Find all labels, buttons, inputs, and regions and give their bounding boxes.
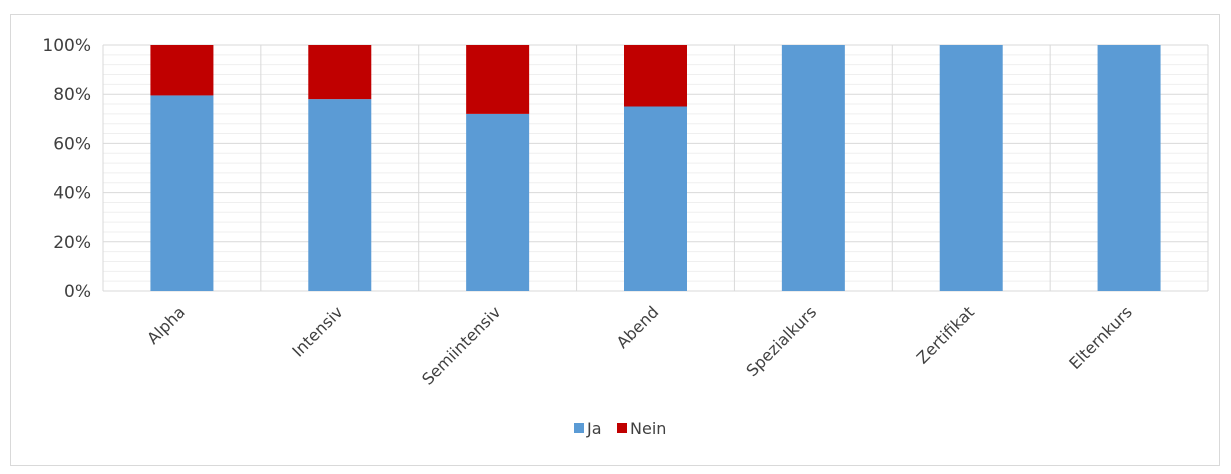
legend-item-nein: Nein <box>617 419 666 438</box>
bar-ja-abend <box>624 106 687 291</box>
bar-ja-elternkurs <box>1097 45 1161 291</box>
y-axis: 0% 20% 40% 60% 80% 100% <box>42 36 91 302</box>
bar-ja-semiintensiv <box>466 113 530 291</box>
bar-ja-alpha <box>150 95 214 292</box>
x-tick-label: Alpha <box>143 302 189 348</box>
y-tick-label: 80% <box>53 85 91 105</box>
stacked-bar-chart: 0% 20% 40% 60% 80% 100% Alpha Intensiv Semiinte… <box>42 36 1209 438</box>
x-tick-label: Intensiv <box>288 302 346 360</box>
x-axis: Alpha Intensiv Semiintensiv Abend Spezialkur… <box>143 302 1136 388</box>
legend-label: Ja <box>586 419 602 438</box>
x-tick-label: Abend <box>613 302 663 352</box>
y-tick-label: 40% <box>53 184 91 204</box>
chart-frame: 0% 20% 40% 60% 80% 100% Alpha Intensiv Semiinte… <box>10 14 1220 466</box>
bar-ja-intensiv <box>308 99 372 292</box>
x-tick-label: Spezialkurs <box>742 302 820 380</box>
bars <box>150 45 1161 292</box>
y-tick-label: 20% <box>53 233 91 253</box>
bar-nein-intensiv <box>308 45 372 100</box>
bar-nein-alpha <box>150 45 214 96</box>
x-tick-label: Elternkurs <box>1065 302 1136 373</box>
category-gridlines <box>102 45 1209 291</box>
bar-ja-spezialkurs <box>781 45 845 291</box>
x-tick-label: Semiintensiv <box>418 302 504 388</box>
legend: Ja Nein <box>574 419 666 438</box>
legend-swatch <box>574 423 584 433</box>
y-tick-label: 100% <box>42 36 91 56</box>
legend-label: Nein <box>630 419 666 438</box>
y-tick-label: 60% <box>53 134 91 154</box>
bar-nein-semiintensiv <box>466 45 530 114</box>
bar-ja-zertifikat <box>939 45 1003 291</box>
bar-nein-abend <box>624 45 687 107</box>
x-tick-label: Zertifikat <box>913 302 978 367</box>
legend-item-ja: Ja <box>574 419 602 438</box>
y-tick-label: 0% <box>64 282 91 302</box>
legend-swatch <box>617 423 627 433</box>
